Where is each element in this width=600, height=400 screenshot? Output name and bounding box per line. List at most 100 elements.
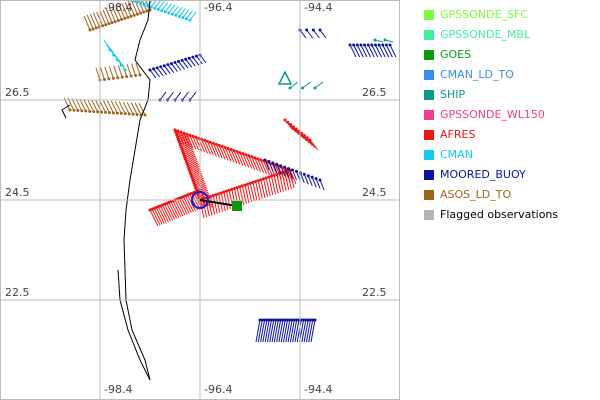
wind-barb — [180, 146, 196, 156]
legend-label: GOES — [440, 48, 471, 61]
wind-barb — [166, 203, 176, 220]
barb-station — [135, 112, 139, 116]
wind-barb — [178, 61, 185, 70]
wind-barb — [95, 67, 101, 81]
wind-barb — [292, 319, 298, 343]
barb-station — [260, 318, 264, 322]
barb-station — [211, 194, 215, 198]
wind-barb — [103, 100, 110, 113]
barb-station — [116, 76, 120, 80]
legend-swatch — [424, 90, 434, 100]
barb-station — [304, 318, 308, 322]
wind-barb — [273, 175, 279, 194]
wind-barb — [257, 180, 263, 199]
wind-barb — [349, 44, 357, 58]
wind-barb — [306, 29, 314, 39]
barb-station — [139, 11, 143, 15]
wind-barb — [124, 2, 132, 17]
barb-station — [190, 176, 194, 180]
barb-station — [205, 139, 209, 143]
wind-barb — [175, 6, 183, 16]
barb-station — [355, 43, 359, 47]
barb-station — [256, 179, 260, 183]
wind-barb — [168, 202, 178, 219]
barb-station — [271, 161, 275, 165]
wind-barb — [174, 199, 184, 217]
barb-station — [162, 64, 166, 68]
barb-station — [167, 11, 171, 15]
barb-station — [127, 112, 131, 116]
wind-barb — [108, 66, 114, 79]
wind-barb — [367, 44, 375, 58]
barb-station — [240, 184, 244, 188]
wind-barb — [182, 196, 192, 213]
wind-barb — [260, 159, 267, 174]
barb-station — [348, 43, 352, 47]
barb-station — [107, 22, 111, 26]
selected-station[interactable] — [191, 191, 209, 209]
lat-label: 24.5 — [5, 186, 30, 199]
barb-station — [139, 2, 143, 6]
barb-station — [313, 318, 317, 322]
wind-barb — [167, 64, 175, 73]
barb-station — [173, 128, 177, 132]
barb-station — [192, 181, 196, 185]
wind-barb — [184, 195, 194, 213]
barb-station — [381, 43, 385, 47]
wind-barb — [182, 91, 189, 101]
barb-station — [288, 86, 292, 90]
barb-station — [183, 157, 187, 161]
wind-barb — [264, 319, 270, 343]
wind-barb — [176, 134, 191, 144]
wind-barb — [164, 3, 172, 13]
wind-barb — [71, 98, 79, 111]
barb-station — [263, 158, 267, 162]
wind-barb — [181, 60, 189, 69]
barb-station — [182, 131, 186, 135]
wind-barb — [260, 179, 266, 198]
barb-station — [363, 43, 367, 47]
wind-barb — [79, 98, 87, 112]
barb-station — [305, 136, 309, 140]
barb-station — [295, 318, 299, 322]
wind-barb — [252, 182, 258, 201]
wind-barb — [140, 0, 144, 4]
wind-barb — [375, 44, 382, 58]
wind-barb — [130, 102, 138, 115]
wind-barb — [149, 209, 159, 227]
barb-station — [248, 181, 252, 185]
barb-station — [72, 108, 76, 112]
barb-station — [291, 168, 294, 172]
wind-barb — [179, 8, 186, 17]
barb-station — [359, 43, 363, 47]
barb-station — [272, 173, 276, 177]
wind-barb — [168, 4, 176, 14]
barb-station — [256, 157, 260, 161]
legend-swatch — [424, 130, 434, 140]
barb-station — [107, 111, 111, 115]
barb-station — [175, 133, 179, 137]
legend-swatch — [424, 210, 434, 220]
wind-barb — [239, 186, 245, 205]
wind-barb — [304, 135, 313, 146]
legend-label: CMAN — [440, 148, 473, 161]
barb-station — [119, 111, 123, 115]
barb-station — [217, 143, 221, 147]
barb-station — [188, 18, 192, 22]
wind-barb — [114, 101, 122, 114]
barb-station — [269, 174, 273, 178]
wind-barb — [212, 143, 220, 158]
barb-station — [180, 147, 184, 151]
barb-station — [104, 110, 108, 114]
barb-station — [142, 3, 146, 7]
legend-label: ASOS_LD_TO — [440, 188, 511, 201]
wind-barb — [245, 154, 253, 169]
wind-barb — [223, 191, 229, 211]
wind-barb — [179, 141, 194, 151]
wind-barb — [99, 100, 106, 113]
wind-barb — [134, 102, 142, 115]
barb-station — [265, 318, 269, 322]
wind-barb — [159, 91, 167, 101]
wind-barb — [122, 101, 130, 115]
barb-station — [180, 58, 184, 62]
